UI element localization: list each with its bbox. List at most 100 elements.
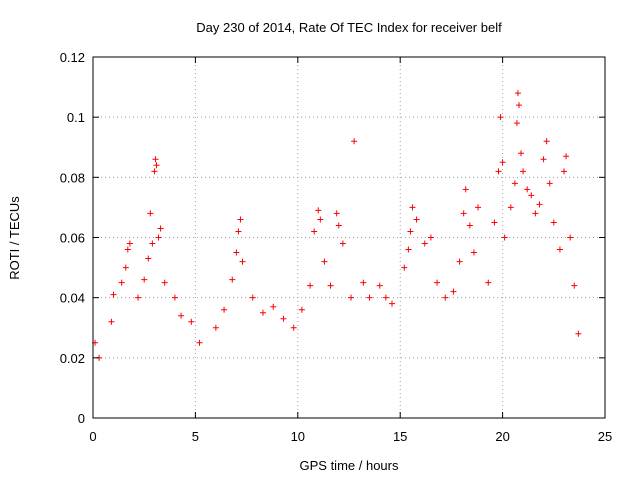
- data-point: [495, 168, 502, 175]
- data-point: [124, 246, 131, 253]
- data-point: [466, 222, 473, 229]
- data-point: [315, 207, 322, 214]
- data-point: [407, 228, 414, 235]
- data-point: [311, 228, 318, 235]
- data-point: [280, 315, 287, 322]
- data-point: [147, 210, 154, 217]
- data-point: [561, 168, 568, 175]
- data-point: [518, 150, 525, 157]
- data-point: [188, 318, 195, 325]
- data-point: [567, 234, 574, 241]
- data-point: [563, 153, 570, 160]
- data-point: [491, 219, 498, 226]
- data-point: [511, 180, 518, 187]
- data-point: [550, 219, 557, 226]
- data-point: [212, 324, 219, 331]
- data-point: [110, 291, 117, 298]
- data-point: [556, 246, 563, 253]
- data-point: [290, 324, 297, 331]
- data-point: [151, 168, 158, 175]
- x-tick-label: 5: [192, 429, 199, 444]
- data-point: [499, 159, 506, 166]
- data-point: [157, 225, 164, 232]
- data-point: [389, 300, 396, 307]
- data-point: [298, 306, 305, 313]
- data-point: [327, 282, 334, 289]
- data-point: [409, 204, 416, 211]
- y-tick-label: 0.06: [60, 231, 85, 246]
- data-point: [233, 249, 240, 256]
- data-point: [122, 264, 129, 271]
- data-point: [171, 294, 178, 301]
- data-point: [475, 204, 482, 211]
- data-point: [540, 156, 547, 163]
- data-point: [528, 192, 535, 199]
- data-point: [543, 138, 550, 145]
- data-point: [161, 279, 168, 286]
- data-point: [571, 282, 578, 289]
- y-tick-label: 0.02: [60, 351, 85, 366]
- data-point: [524, 186, 531, 193]
- data-point: [532, 210, 539, 217]
- data-point: [520, 168, 527, 175]
- data-point: [485, 279, 492, 286]
- data-point: [501, 234, 508, 241]
- data-point: [497, 114, 504, 121]
- y-tick-label: 0.12: [60, 50, 85, 65]
- data-point: [456, 258, 463, 265]
- grid: [93, 57, 605, 418]
- data-point: [513, 120, 520, 127]
- data-point: [434, 279, 441, 286]
- data-point: [536, 201, 543, 208]
- data-point: [413, 216, 420, 223]
- data-point: [514, 90, 521, 97]
- data-point: [126, 240, 133, 247]
- data-point: [360, 279, 367, 286]
- y-tick-label: 0.1: [67, 110, 85, 125]
- data-point: [235, 228, 242, 235]
- data-point: [462, 186, 469, 193]
- x-tick-label: 25: [598, 429, 612, 444]
- data-point: [118, 279, 125, 286]
- axis-ticks: 0 5 10 15 20 25 0 0.02 0.04 0.06 0.08 0.1 0.12: [60, 50, 613, 444]
- data-point: [546, 180, 553, 187]
- data-point: [108, 318, 115, 325]
- data-point: [470, 249, 477, 256]
- data-point: [575, 330, 582, 337]
- data-point: [259, 309, 266, 316]
- data-point: [196, 339, 203, 346]
- y-tick-label: 0.04: [60, 291, 85, 306]
- data-point: [152, 156, 159, 163]
- y-axis-label: ROTI / TECUs: [7, 196, 22, 280]
- data-point: [317, 216, 324, 223]
- data-point: [442, 294, 449, 301]
- data-point: [237, 216, 244, 223]
- data-point: [221, 306, 228, 313]
- data-point: [229, 276, 236, 283]
- x-axis-label: GPS time / hours: [300, 458, 399, 473]
- data-point: [333, 210, 340, 217]
- data-point: [376, 282, 383, 289]
- data-point: [149, 240, 156, 247]
- data-point: [135, 294, 142, 301]
- data-point: [153, 162, 160, 169]
- data-point: [427, 234, 434, 241]
- chart-title: Day 230 of 2014, Rate Of TEC Index for r…: [196, 20, 502, 35]
- y-tick-label: 0.08: [60, 170, 85, 185]
- data-point: [450, 288, 457, 295]
- x-tick-label: 20: [495, 429, 509, 444]
- x-tick-label: 0: [89, 429, 96, 444]
- data-point: [348, 294, 355, 301]
- data-point: [382, 294, 389, 301]
- data-point: [339, 240, 346, 247]
- x-tick-label: 15: [393, 429, 407, 444]
- data-point: [141, 276, 148, 283]
- x-tick-label: 10: [291, 429, 305, 444]
- data-point: [460, 210, 467, 217]
- data-point: [239, 258, 246, 265]
- data-point: [270, 303, 277, 310]
- data-point: [515, 102, 522, 109]
- data-point: [405, 246, 412, 253]
- data-point: [366, 294, 373, 301]
